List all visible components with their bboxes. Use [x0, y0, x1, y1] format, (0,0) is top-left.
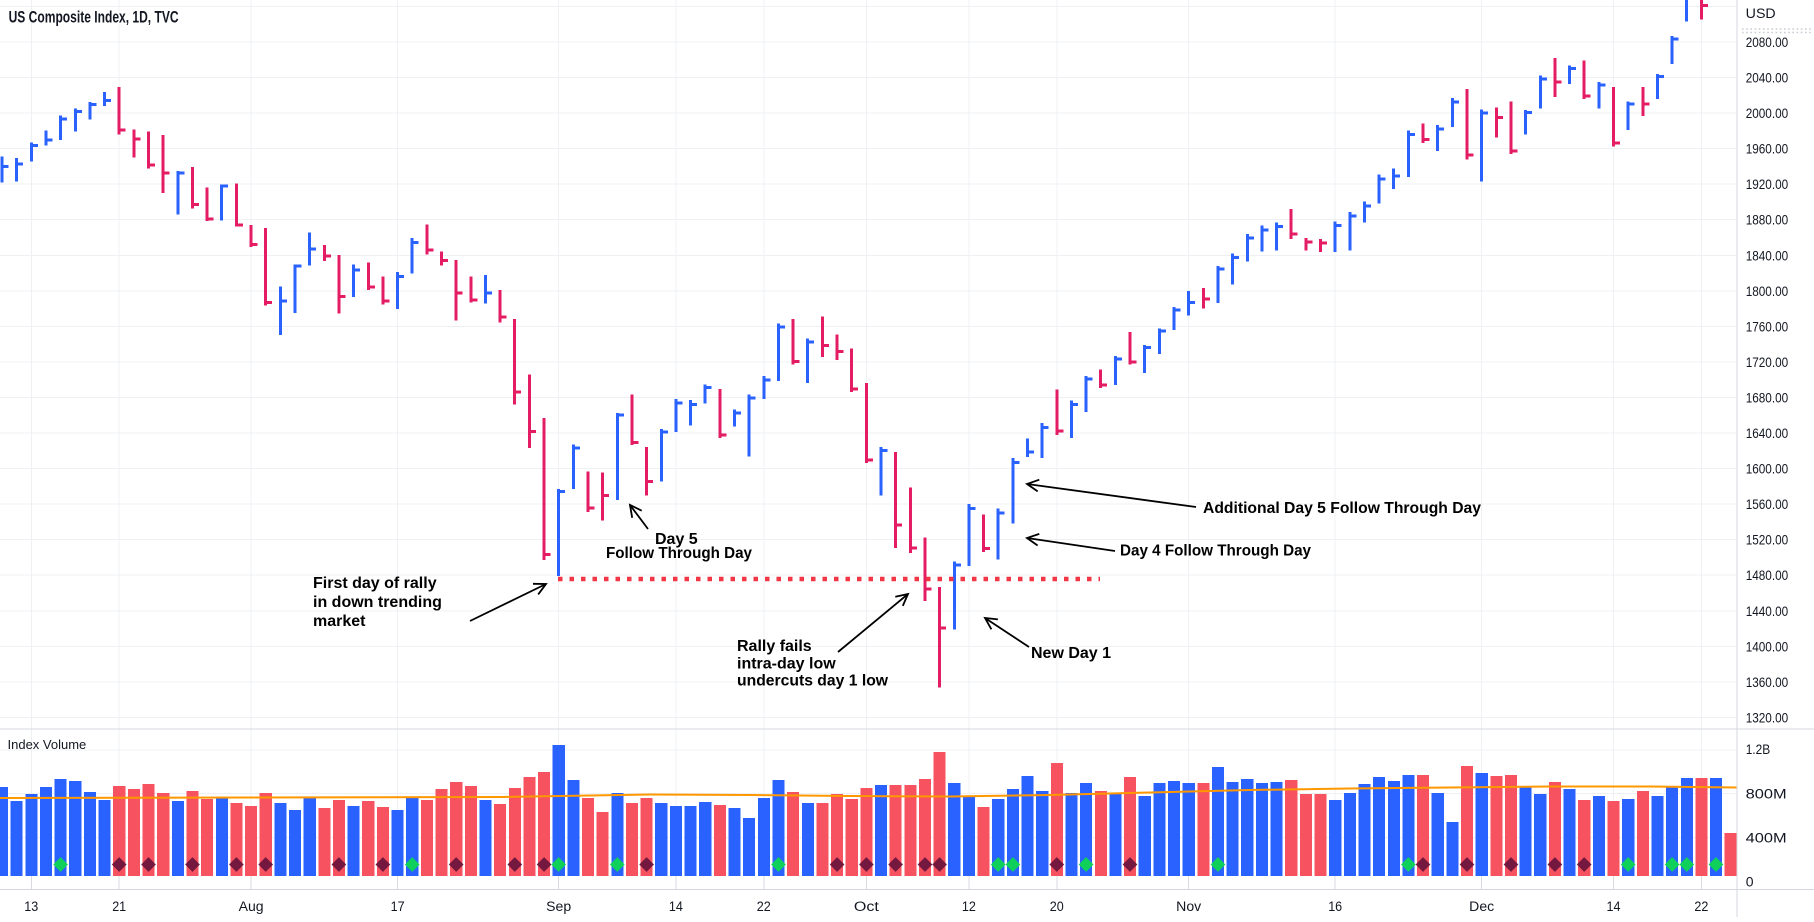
svg-text:Day 4 Follow Through Day: Day 4 Follow Through Day: [1120, 543, 1311, 560]
svg-text:22: 22: [757, 899, 771, 914]
svg-text:Rally fails: Rally fails: [737, 638, 812, 655]
svg-text:1360.00: 1360.00: [1746, 674, 1789, 690]
svg-text:Follow Through Day: Follow Through Day: [606, 545, 752, 562]
svg-text:14: 14: [669, 899, 683, 914]
svg-text:1720.00: 1720.00: [1746, 354, 1789, 370]
svg-text:in down trending: in down trending: [313, 594, 442, 611]
svg-text:13: 13: [24, 899, 38, 914]
svg-text:First day of rally: First day of rally: [313, 575, 437, 592]
svg-text:1960.00: 1960.00: [1746, 141, 1789, 157]
svg-text:US Composite Index, 1D, TVC: US Composite Index, 1D, TVC: [9, 8, 179, 27]
svg-text:Nov: Nov: [1176, 899, 1201, 914]
svg-text:New Day 1: New Day 1: [1031, 645, 1111, 662]
svg-text:1480.00: 1480.00: [1746, 567, 1789, 583]
svg-text:1640.00: 1640.00: [1746, 425, 1789, 441]
svg-text:0: 0: [1746, 874, 1754, 890]
svg-text:17: 17: [391, 899, 405, 914]
svg-text:2000.00: 2000.00: [1746, 105, 1789, 121]
svg-text:1600.00: 1600.00: [1746, 461, 1789, 477]
svg-text:market: market: [313, 613, 366, 630]
svg-text:Index Volume: Index Volume: [8, 737, 87, 752]
svg-text:1320.00: 1320.00: [1746, 710, 1789, 726]
svg-text:1760.00: 1760.00: [1746, 318, 1789, 334]
svg-text:1560.00: 1560.00: [1746, 496, 1789, 512]
svg-text:Day 5: Day 5: [655, 531, 698, 548]
svg-text:1880.00: 1880.00: [1746, 212, 1789, 228]
svg-text:Dec: Dec: [1469, 899, 1494, 914]
svg-text:Sep: Sep: [546, 899, 571, 914]
svg-text:1920.00: 1920.00: [1746, 176, 1789, 192]
svg-text:Aug: Aug: [239, 899, 264, 914]
svg-text:400M: 400M: [1746, 830, 1787, 846]
svg-text:2080.00: 2080.00: [1746, 34, 1789, 50]
svg-text:USD: USD: [1746, 5, 1776, 21]
svg-text:2040.00: 2040.00: [1746, 70, 1789, 86]
svg-text:20: 20: [1050, 899, 1064, 914]
svg-text:14: 14: [1607, 899, 1621, 914]
svg-text:22: 22: [1694, 899, 1708, 914]
svg-text:21: 21: [112, 899, 126, 914]
svg-text:16: 16: [1328, 899, 1342, 914]
svg-text:1800.00: 1800.00: [1746, 283, 1789, 299]
svg-text:1.2B: 1.2B: [1746, 741, 1771, 757]
svg-text:1520.00: 1520.00: [1746, 532, 1789, 548]
svg-text:800M: 800M: [1746, 785, 1787, 801]
svg-text:12: 12: [962, 899, 976, 914]
svg-text:1440.00: 1440.00: [1746, 603, 1789, 619]
svg-text:intra-day low: intra-day low: [737, 656, 836, 673]
svg-text:1680.00: 1680.00: [1746, 390, 1789, 406]
svg-text:1840.00: 1840.00: [1746, 247, 1789, 263]
svg-text:1400.00: 1400.00: [1746, 638, 1789, 654]
svg-text:Oct: Oct: [854, 899, 879, 914]
svg-text:Additional Day 5 Follow Throug: Additional Day 5 Follow Through Day: [1203, 500, 1481, 517]
svg-text:undercuts day 1 low: undercuts day 1 low: [737, 673, 889, 690]
